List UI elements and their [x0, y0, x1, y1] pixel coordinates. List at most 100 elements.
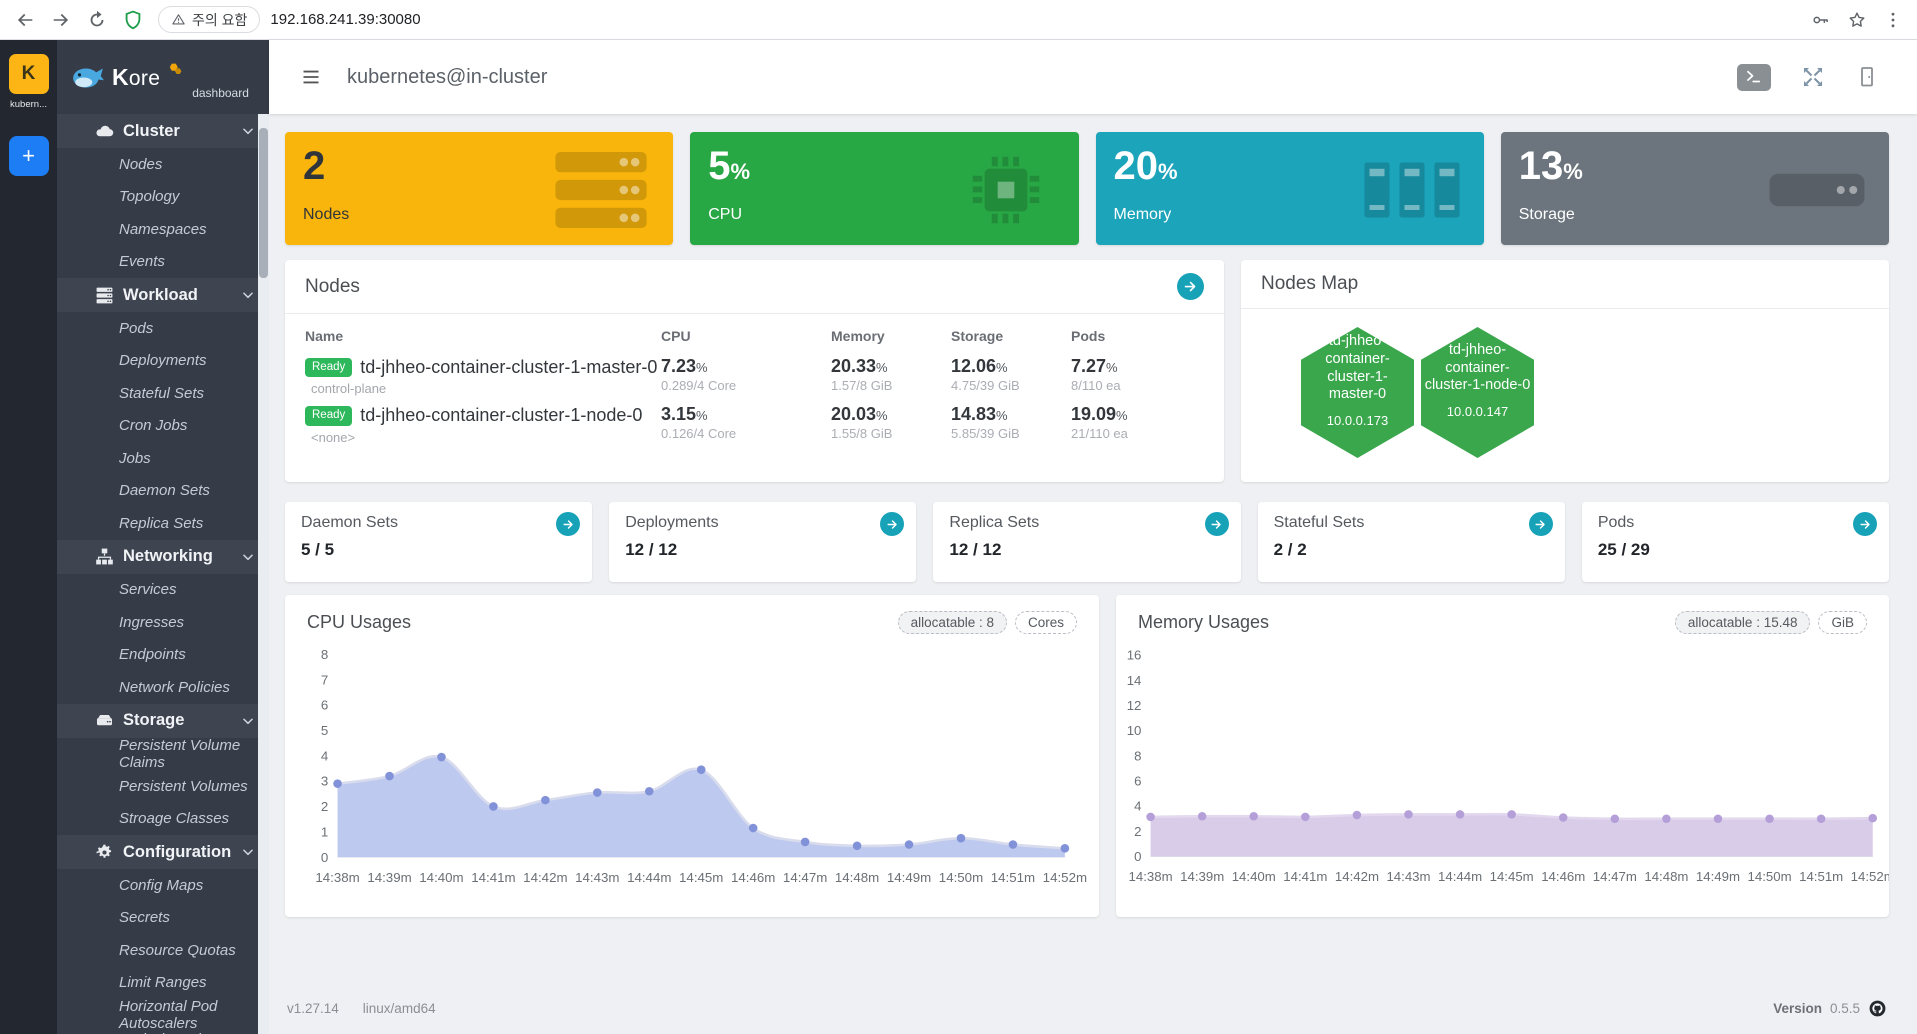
sidebar-scrollbar[interactable]	[258, 114, 269, 1034]
sidebar-section-storage[interactable]: Storage	[57, 704, 269, 738]
stat-cards-row: 2 Nodes 5% CPU 20% Memory 13% Storage	[285, 132, 1889, 245]
svg-text:14:51m: 14:51m	[1799, 869, 1843, 884]
terminal-button[interactable]	[1737, 64, 1771, 91]
sidebar-item-horizontal-pod-autoscalers[interactable]: Horizontal Pod Autoscalers	[57, 999, 269, 1032]
stat-card-storage[interactable]: 13% Storage	[1501, 132, 1889, 245]
pods-percent: 7.27%	[1071, 356, 1204, 377]
sidebar-item-limit-ranges[interactable]: Limit Ranges	[57, 967, 269, 1000]
sidebar-section-configuration[interactable]: Configuration	[57, 835, 269, 869]
cpu-usage-chart: 01234567814:38m14:39m14:40m14:41m14:42m1…	[285, 640, 1099, 892]
sidebar-item-persistent-volume-claims[interactable]: Persistent Volume Claims	[57, 738, 269, 771]
svg-text:14:48m: 14:48m	[1644, 869, 1688, 884]
nodes-table: NameCPU MemoryStorage Pods Readytd-jhheo…	[285, 314, 1224, 461]
stateful-sets-arrow-button[interactable]	[1529, 512, 1553, 536]
svg-text:14:41m: 14:41m	[471, 870, 515, 885]
sidebar-item-cron-jobs[interactable]: Cron Jobs	[57, 410, 269, 443]
forward-icon[interactable]	[50, 9, 72, 31]
url-text[interactable]: 192.168.241.39:30080	[270, 11, 420, 28]
sidebar-item-services[interactable]: Services	[57, 574, 269, 607]
stateful-sets-card[interactable]: Stateful Sets 2 / 2	[1258, 502, 1565, 582]
stat-card-memory[interactable]: 20% Memory	[1096, 132, 1484, 245]
node-hexagon-worker[interactable]: td-jhheo-container-cluster-1-node-0 10.0…	[1421, 327, 1534, 458]
sidebar-item-daemon-sets[interactable]: Daemon Sets	[57, 475, 269, 508]
nodes-servers-icon	[551, 152, 651, 228]
sidebar-scrollbar-thumb[interactable]	[259, 128, 268, 278]
sidebar-item-config-maps[interactable]: Config Maps	[57, 869, 269, 902]
sidebar-section-networking[interactable]: Networking	[57, 540, 269, 574]
memory-ram-icon	[1362, 152, 1462, 228]
security-warning-text: 주의 요함	[192, 10, 247, 30]
app-logo[interactable]: Kore dashboard	[57, 40, 269, 114]
sidebar-item-storage-classes[interactable]: Stroage Classes	[57, 803, 269, 836]
stat-card-cpu[interactable]: 5% CPU	[690, 132, 1078, 245]
sidebar-item-persistent-volumes[interactable]: Persistent Volumes	[57, 770, 269, 803]
svg-text:14:45m: 14:45m	[679, 870, 723, 885]
svg-text:4: 4	[1134, 799, 1141, 814]
sidebar-item-jobs[interactable]: Jobs	[57, 442, 269, 475]
cpu-percent: 7.23%	[661, 356, 831, 377]
svg-text:14:38m: 14:38m	[315, 870, 359, 885]
memory-usage-chart: 024681012141614:38m14:39m14:40m14:41m14:…	[1116, 640, 1889, 892]
replica-sets-card[interactable]: Replica Sets 12 / 12	[933, 502, 1240, 582]
sidebar-item-topology[interactable]: Topology	[57, 181, 269, 214]
svg-text:14:47m: 14:47m	[783, 870, 827, 885]
sidebar-item-deployments[interactable]: Deployments	[57, 345, 269, 378]
pods-card[interactable]: Pods 25 / 29	[1582, 502, 1889, 582]
sidebar-item-nodes[interactable]: Nodes	[57, 148, 269, 181]
chevron-down-icon	[241, 845, 255, 859]
warning-icon	[171, 12, 186, 27]
sidebar-item-stateful-sets[interactable]: Stateful Sets	[57, 377, 269, 410]
sidebar-item-endpoints[interactable]: Endpoints	[57, 639, 269, 672]
exit-door-icon[interactable]	[1855, 65, 1879, 89]
storage-percent: 12.06%	[951, 356, 1071, 377]
sidebar-item-events[interactable]: Events	[57, 246, 269, 279]
extension-shield-icon[interactable]	[122, 9, 144, 31]
svg-text:16: 16	[1127, 648, 1142, 663]
hex-node-name: td-jhheo-container-cluster-1-master-0	[1301, 333, 1414, 404]
svg-text:14: 14	[1127, 673, 1142, 688]
key-icon[interactable]	[1811, 10, 1831, 30]
svg-text:8: 8	[1134, 748, 1141, 763]
stat-card-nodes[interactable]: 2 Nodes	[285, 132, 673, 245]
daemon-sets-card[interactable]: Daemon Sets 5 / 5	[285, 502, 592, 582]
address-bar[interactable]: 주의 요함 192.168.241.39:30080	[158, 6, 1797, 33]
nodes-detail-arrow-button[interactable]	[1177, 273, 1204, 300]
sidebar-item-namespaces[interactable]: Namespaces	[57, 213, 269, 246]
sidebar-item-resource-quotas[interactable]: Resource Quotas	[57, 934, 269, 967]
hamburger-menu-icon[interactable]	[299, 67, 323, 87]
cluster-avatar[interactable]: K	[9, 54, 49, 94]
deployments-card[interactable]: Deployments 12 / 12	[609, 502, 916, 582]
bookmark-star-icon[interactable]	[1847, 10, 1867, 30]
table-row[interactable]: Readytd-jhheo-container-cluster-1-node-0…	[305, 402, 1204, 450]
replica-sets-arrow-button[interactable]	[1205, 512, 1229, 536]
table-row[interactable]: Readytd-jhheo-container-cluster-1-master…	[305, 354, 1204, 402]
kebab-menu-icon[interactable]	[1883, 10, 1903, 30]
sidebar-item-pods[interactable]: Pods	[57, 312, 269, 345]
fullscreen-expand-icon[interactable]	[1801, 65, 1825, 89]
github-icon[interactable]	[1868, 999, 1887, 1018]
memory-usage-panel: Memory Usages allocatable : 15.48 GiB 02…	[1116, 595, 1889, 917]
svg-text:14:42m: 14:42m	[523, 870, 567, 885]
sidebar-item-secrets[interactable]: Secrets	[57, 902, 269, 935]
storage-percent: 14.83%	[951, 404, 1071, 425]
cluster-rail: K kubern... +	[0, 40, 57, 1034]
svg-text:0: 0	[1134, 849, 1141, 864]
back-icon[interactable]	[14, 9, 36, 31]
deployments-arrow-button[interactable]	[880, 512, 904, 536]
sidebar-item-ingresses[interactable]: Ingresses	[57, 606, 269, 639]
add-cluster-button[interactable]: +	[9, 136, 49, 176]
pods-arrow-button[interactable]	[1853, 512, 1877, 536]
daemon-sets-arrow-button[interactable]	[556, 512, 580, 536]
hex-node-name: td-jhheo-container-cluster-1-node-0	[1421, 342, 1534, 395]
sidebar-section-workload[interactable]: Workload	[57, 278, 269, 312]
node-hexagon-master[interactable]: td-jhheo-container-cluster-1-master-0 10…	[1301, 327, 1414, 458]
sidebar-section-cluster[interactable]: Cluster	[57, 114, 269, 148]
memory-percent: 20.33%	[831, 356, 951, 377]
sidebar-item-replica-sets[interactable]: Replica Sets	[57, 507, 269, 540]
reload-icon[interactable]	[86, 9, 108, 31]
hex-node-ip: 10.0.0.147	[1447, 404, 1508, 419]
sidebar-item-network-policies[interactable]: Network Policies	[57, 671, 269, 704]
security-warning-badge[interactable]: 주의 요함	[158, 6, 260, 33]
svg-text:14:50m: 14:50m	[1748, 869, 1792, 884]
section-label: Cluster	[123, 122, 180, 141]
